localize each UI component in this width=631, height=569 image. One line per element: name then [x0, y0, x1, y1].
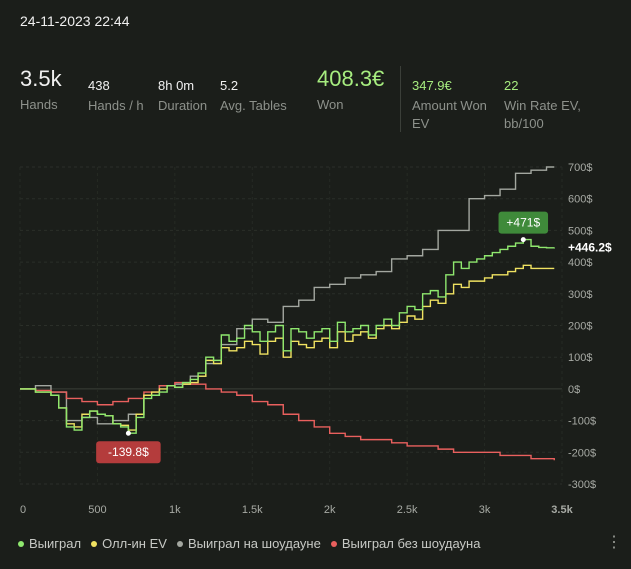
- stat-label: Duration: [158, 98, 208, 113]
- x-tick-label: 0: [20, 504, 26, 516]
- legend-label: Олл-ин EV: [102, 536, 167, 551]
- y-tick-label: -200$: [568, 447, 596, 459]
- legend-label: Выиграл на шоудауне: [187, 536, 321, 551]
- stat-value: 347.9€: [412, 78, 452, 93]
- annotation-point: [125, 430, 131, 436]
- stat-value: 5.2: [220, 78, 239, 93]
- legend-item-allin-ev[interactable]: Олл-ин EV: [91, 536, 167, 551]
- x-tick-label: 3.5k: [551, 504, 573, 516]
- x-tick-label: 2.5k: [397, 504, 418, 516]
- legend-item-non-showdown[interactable]: Выиграл без шоудауна: [330, 536, 481, 551]
- stat-win-rate-ev: 22 Win Rate EV, bb/100: [504, 78, 590, 133]
- y-tick-label: 600$: [568, 194, 592, 206]
- y-tick-label: 0$: [568, 384, 580, 396]
- stat-hands: 3.5k Hands: [20, 66, 62, 114]
- y-tick-label: 700$: [568, 162, 592, 174]
- series-line-3: [20, 381, 555, 461]
- legend-dot: [91, 540, 98, 547]
- stat-avg-tables: 5.2 Avg. Tables: [220, 78, 287, 115]
- session-date: 24-11-2023 22:44: [20, 13, 130, 29]
- y-tick-label: 300$: [568, 289, 592, 301]
- y-tick-label: -300$: [568, 479, 596, 491]
- series-line-0: [20, 238, 555, 434]
- annotation-badge: [96, 441, 161, 464]
- annotation-badge: [498, 211, 549, 234]
- x-tick-label: 500: [88, 504, 106, 516]
- y-tick-label: 400$: [568, 257, 592, 269]
- legend-label: Выиграл без шоудауна: [341, 536, 481, 551]
- y-tick-label: 500$: [568, 225, 592, 237]
- stat-value: 408.3€: [317, 66, 385, 91]
- chart-legend: Выиграл Олл-ин EV Выиграл на шоудауне Вы…: [18, 536, 480, 551]
- x-tick-label: 3k: [479, 504, 491, 516]
- stat-value: 3.5k: [20, 66, 62, 91]
- legend-dot: [176, 540, 183, 547]
- stat-value: 8h 0m: [158, 78, 195, 93]
- stat-label: Won: [317, 97, 344, 112]
- y-tick-label: 100$: [568, 352, 592, 364]
- stat-label: Win Rate EV, bb/100: [504, 98, 581, 131]
- legend-item-won[interactable]: Выиграл: [18, 536, 81, 551]
- legend-item-showdown[interactable]: Выиграл на шоудауне: [176, 536, 321, 551]
- y-tick-label: 200$: [568, 321, 592, 333]
- annotation-point: [520, 237, 526, 243]
- end-value-label: +446.2$: [568, 240, 612, 254]
- stat-label: Hands: [20, 97, 58, 112]
- stat-value: 22: [504, 78, 519, 93]
- legend-dot: [18, 540, 24, 547]
- stat-label: Hands / h: [88, 98, 144, 113]
- profit-chart: 700$ 600$ 500$ 400$ 300$ 200$ 100$ 0$ -100$ -200$…: [19, 162, 612, 516]
- x-tick-label: 1k: [169, 504, 181, 516]
- x-tick-label: 1.5k: [242, 504, 263, 516]
- stat-duration: 8h 0m Duration: [158, 78, 207, 115]
- annotation-label: -139.8$: [108, 445, 149, 459]
- stat-amount-won-ev: 347.9€ Amount Won EV: [412, 78, 498, 133]
- stats-divider: [400, 66, 401, 132]
- more-options-icon[interactable]: ⋮: [606, 534, 622, 551]
- stat-label: Amount Won EV: [412, 98, 487, 131]
- stat-value: 438: [88, 78, 110, 93]
- series-line-2: [20, 166, 555, 425]
- annotation-label: +471$: [506, 216, 540, 230]
- stat-label: Avg. Tables: [220, 98, 287, 113]
- stat-hands-per-hour: 438 Hands / h: [88, 78, 144, 115]
- legend-dot: [330, 540, 337, 547]
- legend-label: Выиграл: [29, 536, 82, 551]
- y-tick-label: -100$: [568, 416, 596, 428]
- x-tick-label: 2k: [324, 504, 336, 516]
- stat-won: 408.3€ Won: [317, 66, 384, 114]
